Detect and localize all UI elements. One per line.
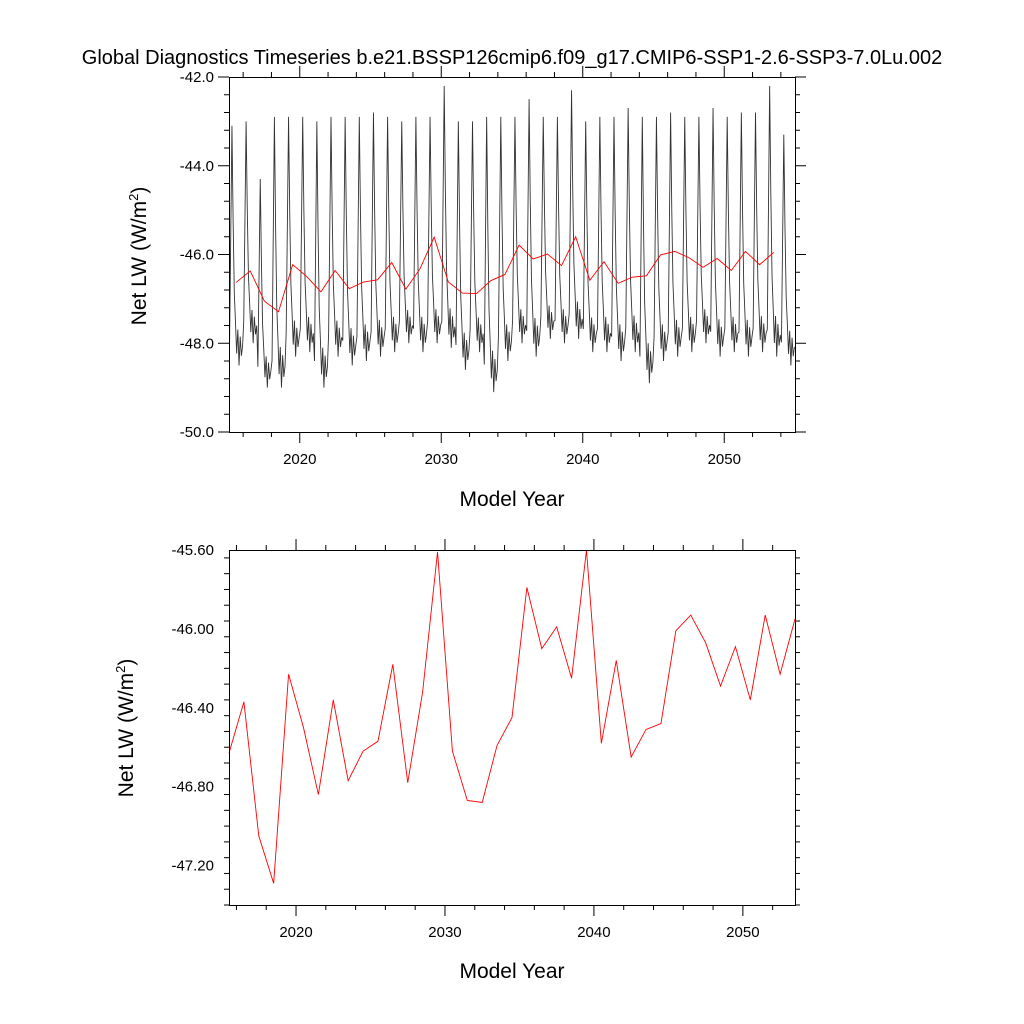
bottom-y-axis-label-sup: 2 <box>113 666 128 673</box>
top-y-axis-label: Net LW (W/m2) <box>126 187 151 326</box>
bottom-panel: -47.20-46.80-46.40-46.00-45.60 2020 2030 2… <box>113 539 800 983</box>
bottom-panel-x-tick-labels: 2020 2030 2040 2050 <box>279 924 759 941</box>
bottom-panel-y-tick-labels: -47.20 -46.80 -46.40 -46.00 -45.60 <box>171 542 214 875</box>
x-tick-label: 2030 <box>425 451 458 468</box>
series-line-monthly <box>229 85 795 393</box>
top-panel: -50.0-48.0-46.0-44.0-42.0 2020 2030 2040 20… <box>126 66 806 511</box>
x-tick-label: 2040 <box>566 451 599 468</box>
top-panel-y-tick-labels: -50.0 -48.0 -46.0 -44.0 -42.0 <box>180 69 214 441</box>
top-panel-x-tick-labels: 2020 2030 2040 2050 <box>283 451 741 468</box>
bottom-plot-frame <box>229 550 796 906</box>
top-panel-series <box>229 85 795 393</box>
y-tick-label: -48.0 <box>180 335 214 352</box>
bottom-y-axis-label: Net LW (W/m2) <box>113 659 138 798</box>
top-y-axis-label-close: ) <box>128 187 151 194</box>
bottom-x-axis-label: Model Year <box>459 960 564 983</box>
bottom-y-axis-label-close: ) <box>115 659 138 666</box>
top-x-axis-label: Model Year <box>459 488 564 511</box>
y-tick-label: -47.20 <box>171 858 214 875</box>
top-y-axis-label-sup: 2 <box>126 194 141 201</box>
series-line-annual-mean <box>235 235 775 313</box>
top-plot-frame <box>229 77 796 433</box>
figure-title: Global Diagnostics Timeseries b.e21.BSSP… <box>82 47 942 69</box>
x-tick-label: 2050 <box>726 924 759 941</box>
y-tick-label: -46.80 <box>171 779 214 796</box>
y-tick-label: -46.40 <box>171 700 214 717</box>
top-panel-ticks <box>218 66 806 443</box>
y-tick-label: -50.0 <box>180 424 214 441</box>
x-tick-label: 2050 <box>708 451 741 468</box>
y-tick-label: -44.0 <box>180 158 214 175</box>
y-tick-label: -46.0 <box>180 247 214 264</box>
y-tick-label: -45.60 <box>171 542 214 559</box>
x-tick-label: 2020 <box>279 924 312 941</box>
bottom-y-axis-label-main: Net LW (W/m <box>115 673 138 797</box>
x-tick-label: 2030 <box>428 924 461 941</box>
series-line-annual-mean <box>228 549 796 884</box>
x-tick-label: 2020 <box>283 451 316 468</box>
top-y-axis-label-main: Net LW (W/m <box>128 201 151 325</box>
y-tick-label: -42.0 <box>180 69 214 86</box>
bottom-panel-series <box>228 549 796 884</box>
bottom-panel-ticks <box>224 539 800 916</box>
x-tick-label: 2040 <box>577 924 610 941</box>
y-tick-label: -46.00 <box>171 621 214 638</box>
